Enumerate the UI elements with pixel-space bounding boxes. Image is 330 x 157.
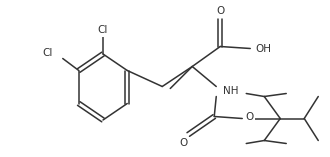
Text: O: O: [179, 138, 187, 149]
Text: O: O: [216, 6, 224, 16]
Text: Cl: Cl: [98, 25, 108, 35]
Text: NH: NH: [223, 86, 239, 95]
Text: OH: OH: [255, 43, 271, 54]
Text: Cl: Cl: [42, 49, 53, 59]
Text: O: O: [245, 113, 253, 122]
